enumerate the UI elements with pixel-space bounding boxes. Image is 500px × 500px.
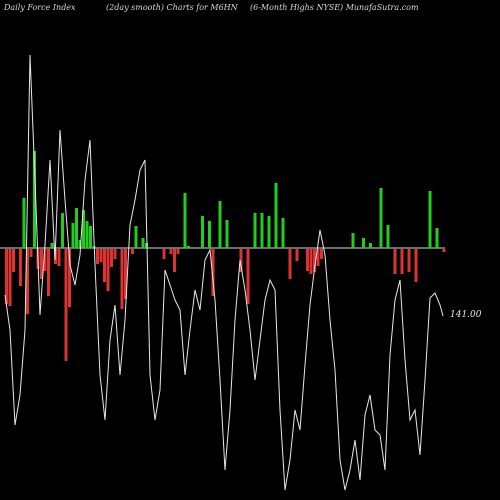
price-line [4,54,444,491]
positive-force-bar [89,226,92,248]
negative-force-bar [211,249,215,296]
negative-force-bar [5,249,8,304]
header-site-name: (6-Month Highs NYSE) MunafaSutra.com [250,3,419,12]
negative-force-bar [400,249,404,274]
positive-force-bar [260,213,264,248]
negative-force-bar [414,249,418,282]
negative-force-bar [47,249,50,296]
positive-force-bar [225,220,229,248]
negative-force-bar [239,249,243,272]
negative-force-bar [99,249,103,262]
positive-force-bar [134,226,138,248]
negative-force-bar [29,249,33,257]
header-chart-title: (2day smooth) Charts for M6HN [106,3,238,12]
negative-force-bar [316,249,320,266]
negative-force-bar [106,249,110,291]
negative-force-bar [64,249,68,361]
positive-force-bar [369,243,372,248]
negative-force-bar [173,249,176,272]
positive-force-bar [362,238,365,248]
negative-force-bar [320,249,323,259]
negative-force-bar [113,249,117,259]
negative-force-bar [393,249,397,274]
negative-force-bar [309,249,313,274]
negative-force-bar [407,249,411,272]
positive-force-bar [78,240,82,248]
positive-force-bar [208,221,211,248]
negative-force-bar [288,249,292,279]
positive-force-bar [218,201,222,248]
negative-force-bar [68,249,71,307]
negative-force-bar [19,249,22,286]
negative-force-bar [96,249,99,264]
positive-force-bar [253,213,257,248]
negative-force-bar [26,249,29,314]
negative-force-bar [162,249,166,259]
positive-force-bar [351,233,355,248]
positive-force-bar [386,225,390,248]
positive-force-bar [22,198,26,248]
negative-force-bar [313,249,316,272]
positive-force-bar [435,228,439,248]
positive-force-bar [75,208,78,248]
negative-force-bar [103,249,106,282]
negative-force-bar [295,249,299,261]
positive-force-bar [50,243,54,248]
negative-force-bar [124,249,127,299]
negative-force-bar [43,249,47,271]
positive-force-bar [267,216,271,248]
positive-force-bar [71,223,75,248]
positive-force-bar [428,191,432,248]
header-force-index: Daily Force Index [4,3,76,12]
negative-force-bar [176,249,180,254]
negative-force-bar [8,249,12,306]
negative-force-bar [57,249,61,266]
positive-force-bar [82,210,85,248]
last-value-label: 141.00 [450,310,482,320]
positive-force-bar [85,221,89,248]
positive-force-bar [61,213,64,248]
negative-force-bar [110,249,113,267]
positive-force-bar [187,246,190,248]
negative-force-bar [40,249,43,279]
negative-force-bar [246,249,250,304]
positive-force-bar [201,216,204,248]
negative-force-bar [131,249,134,254]
positive-force-bar [281,218,285,248]
positive-force-bar [33,151,36,248]
negative-force-bar [442,249,446,252]
negative-force-bar [306,249,309,271]
positive-force-bar [274,183,278,248]
negative-force-bar [12,249,15,272]
negative-force-bar [169,249,173,254]
positive-force-bar [379,188,383,248]
positive-force-bar [141,238,145,248]
negative-force-bar [120,249,124,309]
positive-force-bar [183,193,187,248]
